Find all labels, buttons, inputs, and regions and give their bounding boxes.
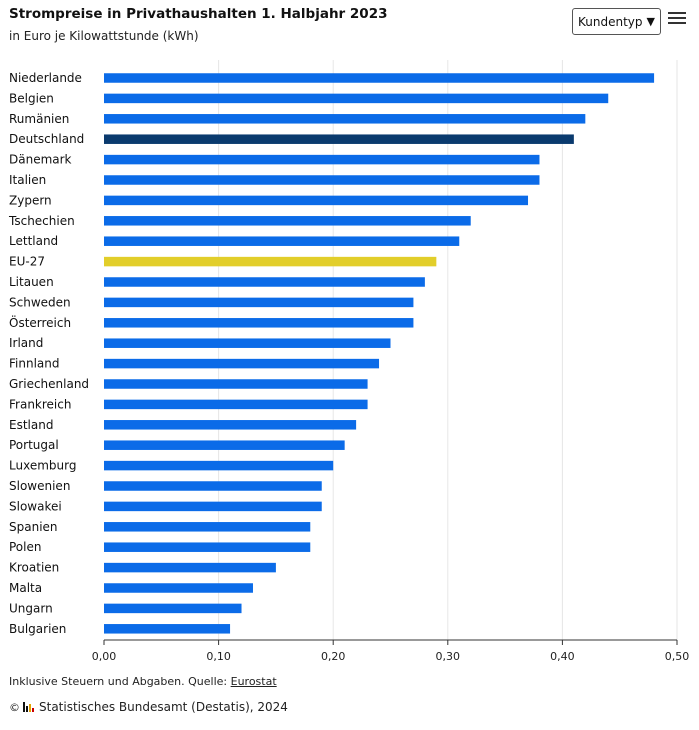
copyright-symbol: © <box>9 700 20 714</box>
bar-chart: Niederlande Belgien Rumänien Deutschland Dän… <box>8 60 690 663</box>
category-label: Tschechien <box>8 214 75 228</box>
bar-malta[interactable] <box>104 583 253 593</box>
category-label: Niederlande <box>9 71 82 85</box>
chevron-down-icon: ▼ <box>646 15 655 28</box>
x-tick-label: 0,10 <box>206 650 231 663</box>
credit-line: © Statistisches Bundesamt (Destatis), 20… <box>9 700 288 714</box>
bar-bulgarien[interactable] <box>104 624 231 634</box>
bar-estland[interactable] <box>104 420 357 430</box>
destatis-logo-icon <box>23 702 35 712</box>
category-label: Belgien <box>9 91 54 105</box>
bar-niederlande[interactable] <box>104 73 655 83</box>
category-label: Finnland <box>9 357 59 371</box>
bar-schweden[interactable] <box>104 297 414 308</box>
category-label: EU-27 <box>9 255 45 269</box>
category-label: Estland <box>9 418 53 432</box>
dropdown-label: Kundentyp <box>578 14 643 29</box>
category-label: Deutschland <box>9 132 84 146</box>
category-label: Lettland <box>9 234 58 248</box>
credit-text: Statistisches Bundesamt (Destatis), 2024 <box>39 700 288 714</box>
bar-slowakei[interactable] <box>104 501 322 512</box>
category-label: Litauen <box>9 275 54 289</box>
hamburger-menu-icon[interactable] <box>668 12 686 28</box>
x-tick-label: 0,40 <box>550 650 575 663</box>
footnote-text: Inklusive Steuern und Abgaben. Quelle: <box>9 675 231 688</box>
bar-eu-27[interactable] <box>104 256 437 267</box>
category-label: Schweden <box>9 295 71 309</box>
bar-österreich[interactable] <box>104 318 414 328</box>
bar-finnland[interactable] <box>104 358 380 369</box>
x-tick-label: 0,30 <box>436 650 461 663</box>
bar-italien[interactable] <box>104 175 540 185</box>
category-label: Zypern <box>9 193 52 207</box>
category-label: Luxemburg <box>9 459 76 473</box>
bar-rumänien[interactable] <box>104 114 586 124</box>
category-label: Malta <box>9 581 42 595</box>
bar-belgien[interactable] <box>104 93 609 104</box>
bar-tschechien[interactable] <box>104 216 471 226</box>
category-label: Österreich <box>9 314 71 330</box>
category-label: Italien <box>9 173 46 187</box>
bar-irland[interactable] <box>104 338 391 348</box>
chart-subtitle: in Euro je Kilowattstunde (kWh) <box>9 29 199 43</box>
x-tick-label: 0,20 <box>321 650 346 663</box>
category-label: Kroatien <box>9 561 59 575</box>
customer-type-dropdown[interactable]: Kundentyp ▼ <box>572 8 661 35</box>
chart-title: Strompreise in Privathaushalten 1. Halbj… <box>9 6 388 22</box>
bar-lettland[interactable] <box>104 236 460 246</box>
footnote: Inklusive Steuern und Abgaben. Quelle: E… <box>9 675 277 688</box>
category-label: Bulgarien <box>9 622 66 636</box>
bar-litauen[interactable] <box>104 277 425 287</box>
category-label: Spanien <box>9 520 58 534</box>
bar-kroatien[interactable] <box>104 562 276 573</box>
category-label: Portugal <box>9 438 59 452</box>
category-label: Irland <box>9 336 43 350</box>
bar-portugal[interactable] <box>104 440 345 450</box>
bar-spanien[interactable] <box>104 522 311 532</box>
bar-luxemburg[interactable] <box>104 460 334 471</box>
bar-zypern[interactable] <box>104 195 529 206</box>
category-label: Dänemark <box>9 153 72 167</box>
category-label: Frankreich <box>9 397 71 411</box>
eurostat-source-link[interactable]: Eurostat <box>230 675 277 688</box>
category-label: Polen <box>9 540 41 554</box>
bar-slowenien[interactable] <box>104 481 322 491</box>
bar-polen[interactable] <box>104 542 311 552</box>
bar-frankreich[interactable] <box>104 399 368 410</box>
bar-deutschland[interactable] <box>104 134 574 144</box>
category-label: Griechenland <box>9 377 89 391</box>
x-tick-label: 0,00 <box>92 650 117 663</box>
bar-griechenland[interactable] <box>104 379 368 389</box>
category-label: Ungarn <box>9 601 53 615</box>
bar-dänemark[interactable] <box>104 154 540 165</box>
category-label: Rumänien <box>9 112 69 126</box>
category-label: Slowenien <box>9 479 70 493</box>
category-label: Slowakei <box>9 499 62 513</box>
x-tick-label: 0,50 <box>665 650 690 663</box>
bar-ungarn[interactable] <box>104 603 242 614</box>
